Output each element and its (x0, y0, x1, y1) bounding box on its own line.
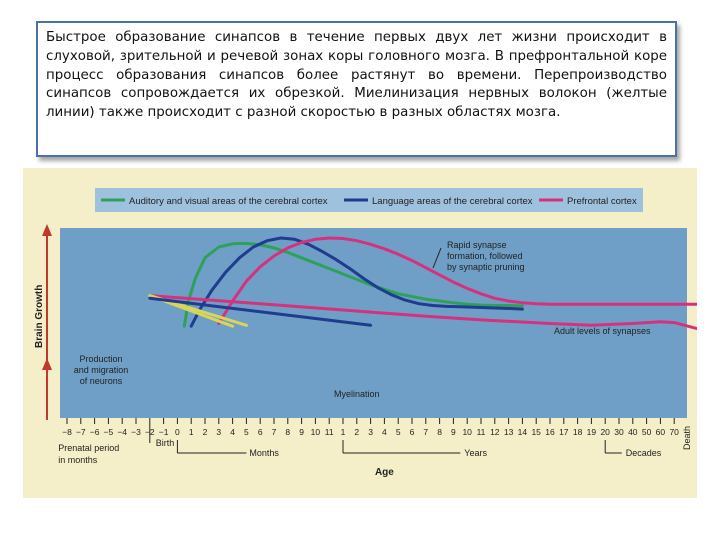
x-tick-label: 7 (423, 427, 428, 437)
x-tick-label: −6 (90, 427, 100, 437)
x-group-prenatal-2: in months (58, 455, 98, 465)
brain-development-figure: Auditory and visual areas of the cerebra… (23, 168, 720, 498)
x-tick-label: 3 (216, 427, 221, 437)
x-tick-label: 1 (189, 427, 194, 437)
x-tick-label: 12 (490, 427, 500, 437)
annotation-adult-levels: Adult levels of synapses (554, 326, 651, 336)
y-axis-arrow-top (42, 224, 52, 236)
x-group-birth: Birth (156, 438, 175, 448)
x-group-decades: Decades (626, 448, 662, 458)
x-tick-label: 2 (203, 427, 208, 437)
y-axis-label: Brain Growth (34, 285, 45, 348)
x-tick-label: 9 (299, 427, 304, 437)
x-tick-label: 4 (230, 427, 235, 437)
x-tick-label: 7 (272, 427, 277, 437)
x-tick-label: 8 (437, 427, 442, 437)
x-tick-label: 18 (573, 427, 583, 437)
annotation-rapid-line: by synaptic pruning (447, 262, 525, 272)
x-tick-label: 70 (669, 427, 679, 437)
x-tick-label: 3 (368, 427, 373, 437)
x-tick-label: 2 (354, 427, 359, 437)
x-tick-label: −1 (159, 427, 169, 437)
x-tick-label: 8 (285, 427, 290, 437)
x-tick-label: 60 (656, 427, 666, 437)
x-tick-label: 15 (531, 427, 541, 437)
legend-label-auditory: Auditory and visual areas of the cerebra… (129, 196, 328, 207)
x-tick-label: 11 (477, 427, 486, 437)
legend-label-prefrontal: Prefrontal cortex (567, 196, 637, 207)
plot-area (60, 228, 687, 418)
x-group-prenatal: Prenatal period (58, 443, 119, 453)
x-tick-label: −7 (76, 427, 86, 437)
x-tick-label: 4 (382, 427, 387, 437)
x-tick-label: 6 (410, 427, 415, 437)
x-group-death: Death (682, 426, 692, 450)
x-tick-label: 10 (311, 427, 321, 437)
annotation-production-line: Production (79, 354, 122, 364)
x-group-months: Months (249, 448, 279, 458)
x-tick-label: 5 (396, 427, 401, 437)
x-axis: −8 −7 −6 −5 −4 −3 −2 −1 0 1 2 3 4 5 6 7 8 9 10 11 1 2 3 4 5 6 7 8 9 1… (58, 418, 692, 478)
x-tick-label: 14 (518, 427, 528, 437)
x-tick-label: 10 (462, 427, 472, 437)
annotation-rapid-line: formation, followed (447, 251, 523, 261)
x-tick-label: 5 (244, 427, 249, 437)
x-tick-label: 13 (504, 427, 514, 437)
caption-box: Быстрое образование синапсов в течение п… (36, 21, 677, 157)
annotation-rapid-line: Rapid synapse (447, 240, 507, 250)
x-group-years: Years (464, 448, 487, 458)
x-tick-label: 40 (628, 427, 638, 437)
annotation-pointer (432, 247, 442, 269)
x-tick-label: −4 (117, 427, 127, 437)
series-line-0 (182, 241, 524, 328)
x-tick-label: −5 (104, 427, 114, 437)
x-tick-label: −3 (131, 427, 141, 437)
x-tick-label: 50 (642, 427, 652, 437)
x-tick-label: 19 (587, 427, 597, 437)
series-line-3 (148, 294, 718, 335)
x-tick-label: 17 (559, 427, 569, 437)
series-line-1 (189, 236, 524, 328)
x-tick-label: 11 (325, 427, 334, 437)
x-tick-label: 9 (451, 427, 456, 437)
legend-label-language: Language areas of the cerebral cortex (372, 196, 533, 207)
y-axis-arrow-mid (42, 358, 52, 370)
x-axis-label: Age (375, 467, 394, 478)
series-line-6 (148, 296, 373, 327)
x-tick-label: 30 (614, 427, 624, 437)
brain-development-chart: Auditory and visual areas of the cerebra… (34, 188, 720, 478)
annotation-production-line: of neurons (80, 376, 123, 386)
x-tick-label: 20 (600, 427, 610, 437)
x-tick-label: 16 (545, 427, 555, 437)
caption-text: Быстрое образование синапсов в течение п… (46, 30, 667, 121)
x-tick-label: 0 (175, 427, 180, 437)
x-tick-label: −8 (62, 427, 72, 437)
annotation-myelination: Myelination (334, 389, 380, 399)
annotation-production-line: and migration (74, 365, 129, 375)
x-tick-label: 6 (258, 427, 263, 437)
x-tick-label: 1 (341, 427, 346, 437)
